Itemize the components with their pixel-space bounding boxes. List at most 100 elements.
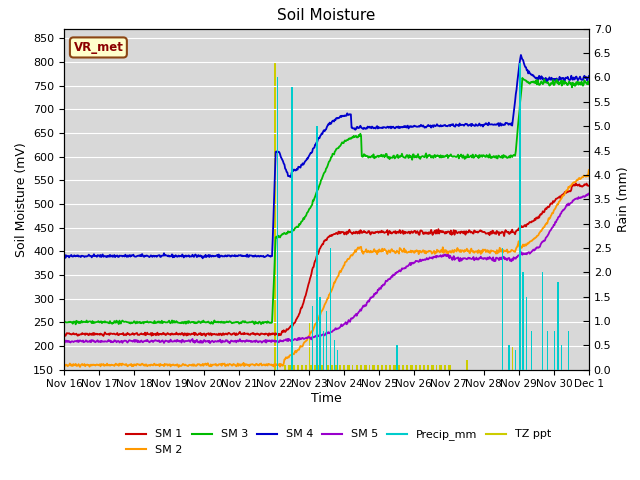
Bar [364, 365, 365, 441]
Bar [327, 365, 328, 441]
Bar [297, 365, 298, 441]
Bar [275, 62, 276, 441]
Bar [372, 365, 373, 441]
Bar [322, 365, 323, 441]
Bar [512, 346, 513, 441]
Bar [522, 272, 523, 370]
Bar [298, 365, 299, 441]
Bar [389, 365, 390, 441]
Bar [515, 350, 516, 370]
Bar [525, 297, 527, 370]
Bar [294, 365, 295, 441]
Bar [340, 365, 341, 441]
Bar [519, 294, 520, 441]
Bar [422, 365, 424, 441]
Bar [396, 345, 397, 370]
Bar [403, 365, 404, 441]
Bar [349, 365, 350, 441]
Bar [330, 248, 331, 370]
Y-axis label: Rain (mm): Rain (mm) [617, 167, 630, 232]
Bar [444, 365, 445, 441]
Bar [526, 297, 527, 370]
Bar [357, 365, 358, 441]
Bar [406, 365, 407, 441]
Bar [436, 365, 437, 441]
Bar [373, 365, 374, 441]
Bar [424, 365, 425, 441]
Bar [394, 365, 395, 441]
Bar [314, 365, 315, 441]
Bar [399, 365, 400, 441]
Bar [541, 272, 543, 370]
Bar [323, 365, 324, 441]
Bar [326, 365, 327, 441]
Bar [326, 311, 327, 370]
Bar [467, 360, 468, 441]
Bar [445, 365, 446, 441]
Bar [385, 365, 387, 441]
Bar [284, 365, 285, 441]
Bar [395, 365, 396, 441]
Bar [381, 365, 382, 441]
Bar [333, 393, 335, 441]
Bar [356, 365, 357, 441]
Bar [299, 365, 300, 441]
Bar [315, 365, 316, 441]
Bar [332, 365, 333, 441]
Bar [311, 365, 312, 441]
Bar [321, 365, 322, 441]
Y-axis label: Soil Moisture (mV): Soil Moisture (mV) [15, 142, 28, 257]
Bar [561, 345, 562, 370]
Title: Soil Moisture: Soil Moisture [277, 9, 376, 24]
Bar [450, 365, 451, 441]
Bar [339, 365, 340, 441]
Bar [449, 365, 450, 441]
Bar [531, 331, 532, 370]
Bar [416, 365, 417, 441]
Bar [419, 365, 420, 441]
Bar [290, 365, 291, 441]
Bar [524, 370, 525, 441]
Bar [320, 297, 321, 370]
Bar [352, 365, 353, 441]
Bar [407, 365, 408, 441]
Bar [557, 282, 559, 370]
Bar [377, 365, 378, 441]
Bar [339, 365, 340, 441]
Bar [433, 365, 434, 441]
Bar [440, 365, 441, 441]
Bar [508, 345, 509, 370]
Bar [323, 331, 324, 370]
Bar [318, 365, 319, 441]
Bar [415, 365, 416, 441]
Bar [302, 365, 303, 441]
Bar [328, 379, 330, 441]
Bar [365, 365, 367, 441]
Bar [547, 331, 548, 370]
Bar [390, 365, 392, 441]
Bar [427, 365, 428, 441]
Bar [402, 365, 403, 441]
Bar [304, 384, 305, 441]
Bar [519, 63, 520, 370]
Text: VR_met: VR_met [74, 41, 124, 54]
Bar [542, 272, 543, 370]
Bar [557, 282, 558, 370]
Bar [398, 365, 399, 441]
Bar [274, 62, 275, 441]
Bar [554, 331, 555, 370]
Bar [369, 365, 371, 441]
Bar [323, 365, 324, 441]
Bar [397, 345, 398, 370]
Bar [333, 340, 335, 370]
Bar [292, 365, 294, 441]
Bar [335, 365, 336, 441]
Bar [319, 365, 320, 441]
Bar [344, 365, 346, 441]
Bar [441, 365, 442, 441]
Bar [344, 365, 345, 441]
Bar [536, 345, 538, 370]
Bar [276, 77, 278, 370]
Bar [410, 365, 411, 441]
Bar [406, 365, 408, 441]
